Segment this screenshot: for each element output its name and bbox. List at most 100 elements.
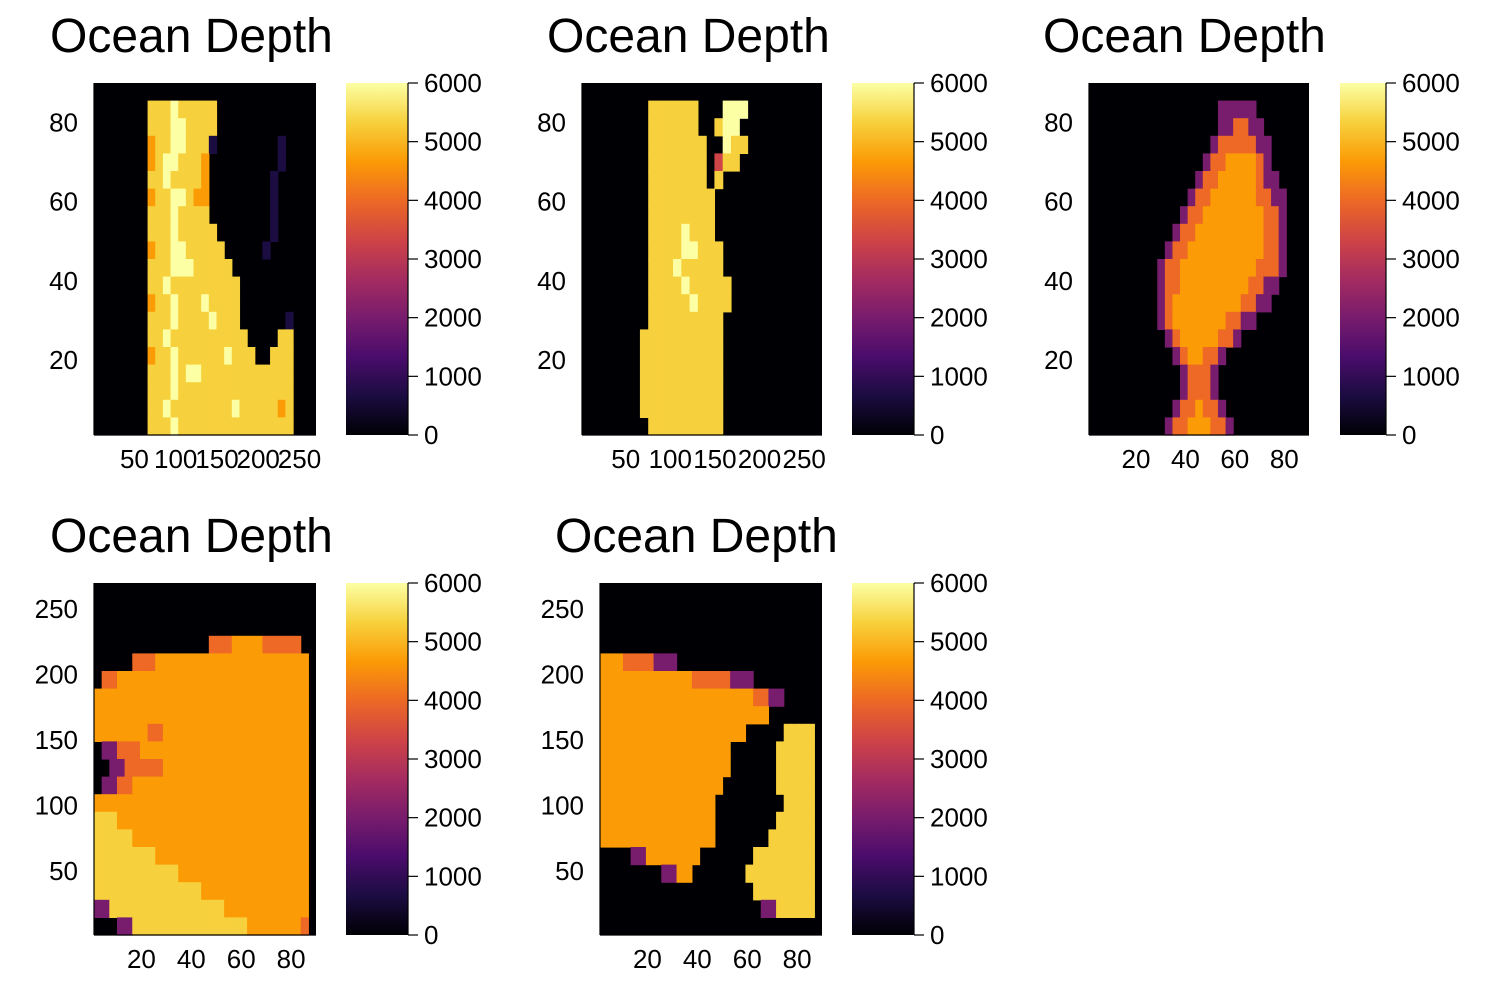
heatmap-cell <box>293 776 302 795</box>
heatmap-cell <box>193 135 202 154</box>
x-tick-label: 100 <box>649 444 692 474</box>
heatmap-cell <box>231 794 241 813</box>
heatmap-cell <box>706 417 716 436</box>
heatmap-cell <box>277 153 286 172</box>
heatmap-cell <box>293 917 302 936</box>
heatmap-cell <box>1233 259 1242 278</box>
heatmap-cell <box>600 688 609 707</box>
heatmap-cell <box>231 706 241 725</box>
heatmap-cell <box>615 723 624 742</box>
heatmap-cell <box>714 706 724 725</box>
heatmap-cell <box>270 864 279 883</box>
heatmap-cell <box>94 864 103 883</box>
heatmap-cells <box>600 653 815 918</box>
heatmap-cell <box>162 241 172 260</box>
heatmap-cell <box>707 811 716 830</box>
heatmap-cell <box>722 294 732 313</box>
heatmap-cell <box>231 671 241 690</box>
heatmap-cell <box>147 206 156 225</box>
heatmap-cell <box>661 829 670 848</box>
heatmap-cell <box>155 329 164 348</box>
heatmap-cell <box>638 847 647 866</box>
heatmap-cell <box>147 223 156 242</box>
heatmap-cell <box>681 153 691 172</box>
x-tick-label: 80 <box>277 944 306 974</box>
x-tick-label: 150 <box>195 444 238 474</box>
heatmap-cell <box>116 917 126 936</box>
y-tick-label: 50 <box>555 856 584 886</box>
heatmap-cell <box>201 382 210 401</box>
heatmap-cell <box>201 135 210 154</box>
heatmap-cell <box>689 100 699 119</box>
heatmap-cell <box>722 759 731 778</box>
heatmap-cell <box>691 671 701 690</box>
heatmap-cell <box>101 706 110 725</box>
heatmap-cell <box>155 653 164 672</box>
heatmap-cell <box>681 118 691 137</box>
heatmap-cell <box>1180 399 1189 418</box>
heatmap-cell <box>116 671 126 690</box>
heatmap-cell <box>664 223 674 242</box>
heatmap-cell <box>185 847 195 866</box>
heatmap-cell <box>178 653 187 672</box>
heatmap-cell <box>247 688 256 707</box>
heatmap-cell <box>178 706 187 725</box>
heatmap-cell <box>638 829 647 848</box>
heatmap-cell <box>1225 188 1234 207</box>
heatmap-cell <box>676 671 685 690</box>
heatmap-cell <box>661 794 670 813</box>
heatmap-cell <box>689 259 699 278</box>
heatmap-cell <box>645 811 655 830</box>
heatmap-cell <box>132 741 141 760</box>
heatmap-cell <box>254 382 264 401</box>
heatmap-cell <box>185 382 195 401</box>
heatmap-cell <box>231 653 241 672</box>
heatmap-cell <box>185 829 195 848</box>
heatmap-cell <box>216 723 225 742</box>
heatmap-cell <box>730 671 739 690</box>
x-tick-label: 60 <box>227 944 256 974</box>
heatmap-cell <box>600 811 609 830</box>
heatmap-cell <box>699 759 708 778</box>
heatmap-cell <box>170 899 179 918</box>
heatmap-cell <box>1240 153 1249 172</box>
heatmap-cell <box>653 759 662 778</box>
heatmap-cell <box>1240 241 1249 260</box>
heatmap-cell <box>1202 347 1211 366</box>
heatmap-cell <box>653 723 662 742</box>
heatmap-cell <box>1187 241 1196 260</box>
heatmap-cell <box>193 723 202 742</box>
heatmap-cell <box>639 364 649 383</box>
heatmap-cell <box>270 723 279 742</box>
heatmap-cell <box>1240 188 1249 207</box>
heatmap-cell <box>185 294 195 313</box>
heatmap-cell <box>254 653 264 672</box>
colorbar-tick-label: 1000 <box>424 361 482 391</box>
heatmap-cell <box>707 688 716 707</box>
heatmap-cell <box>193 864 202 883</box>
heatmap-cell <box>1248 135 1257 154</box>
heatmap-cell <box>730 135 740 154</box>
heatmap-cell <box>231 847 241 866</box>
heatmap-cell <box>783 811 792 830</box>
heatmap-cell <box>285 347 294 366</box>
heatmap-cell <box>615 776 624 795</box>
heatmap-cell <box>239 399 248 418</box>
heatmap-cell <box>201 723 210 742</box>
heatmap-cell <box>1180 276 1189 295</box>
heatmap-cell <box>247 364 256 383</box>
heatmap-cell <box>277 347 286 366</box>
heatmap-cell <box>806 864 815 883</box>
x-tick-label: 50 <box>611 444 640 474</box>
heatmap-cell <box>664 171 674 190</box>
heatmap-cell <box>247 829 256 848</box>
heatmap-cell <box>668 653 678 672</box>
colorbar-tick-label: 2000 <box>424 803 482 833</box>
heatmap-cell <box>1240 206 1249 225</box>
heatmap-cell <box>791 829 800 848</box>
heatmap-cell <box>247 741 256 760</box>
heatmap-cell <box>656 223 666 242</box>
heatmap-cell <box>262 688 271 707</box>
heatmap-cell <box>155 153 164 172</box>
heatmap-cell <box>1217 171 1227 190</box>
